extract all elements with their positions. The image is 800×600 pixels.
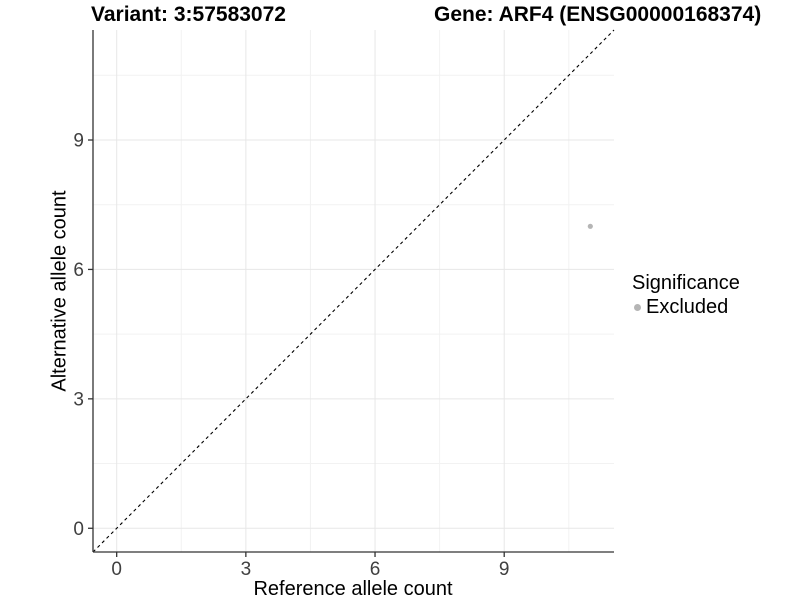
gene-title: Gene: ARF4 (ENSG00000168374) [434, 3, 762, 26]
data-point [587, 223, 593, 229]
x-tick-label: 3 [241, 559, 252, 580]
variant-title: Variant: 3:57583072 [91, 3, 286, 26]
y-tick-label: 3 [73, 389, 84, 410]
x-tick-label: 9 [499, 559, 510, 580]
y-tick-label: 6 [73, 260, 84, 281]
x-axis-title: Reference allele count [253, 578, 453, 600]
x-tick-label: 6 [370, 559, 381, 580]
legend-title: Significance [632, 272, 740, 294]
y-tick-label: 0 [73, 519, 84, 540]
legend: Significance Excluded [629, 272, 740, 319]
identity-reference-line [92, 29, 615, 553]
legend-item-label: Excluded [646, 296, 729, 318]
y-tick-label: 9 [73, 131, 84, 152]
legend-item-excluded: Excluded [629, 296, 740, 319]
excluded-point-icon [634, 304, 641, 311]
x-tick-label: 0 [111, 559, 122, 580]
y-axis-title: Alternative allele count [48, 190, 71, 392]
